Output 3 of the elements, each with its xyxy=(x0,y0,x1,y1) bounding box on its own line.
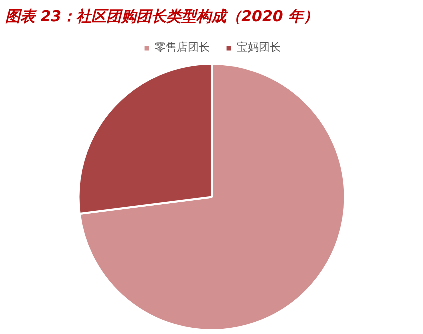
legend-label: 零售店团长 xyxy=(155,40,210,55)
chart-title: 图表 23：社区团购团长类型构成（2020 年） xyxy=(6,8,319,26)
legend-label: 宝妈团长 xyxy=(237,40,281,55)
